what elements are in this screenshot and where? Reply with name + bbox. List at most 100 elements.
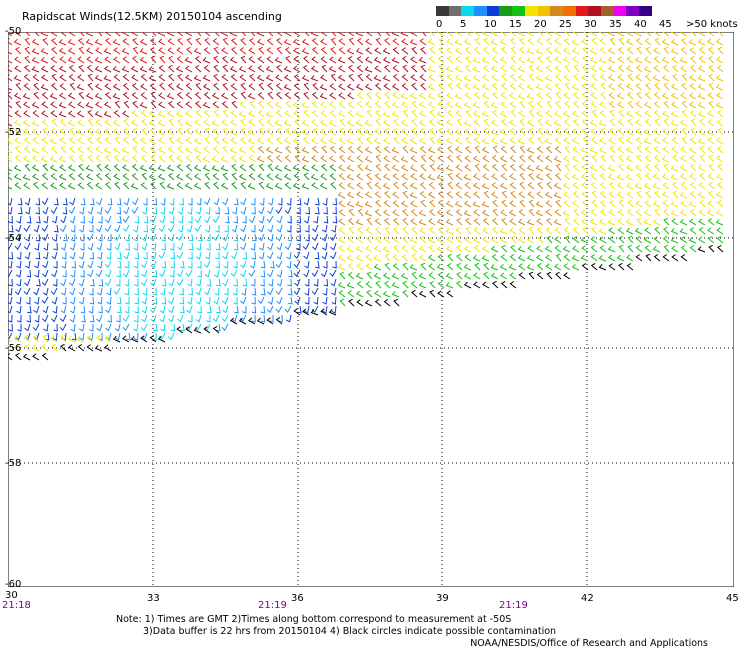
wind-barb: [292, 164, 301, 172]
wind-barb: [8, 251, 14, 260]
wind-barb: [545, 200, 553, 208]
wind-barb: [104, 91, 112, 100]
wind-barb: [167, 82, 175, 91]
wind-barb: [393, 181, 400, 190]
wind-barb: [270, 260, 275, 269]
wind-barb: [160, 197, 166, 206]
wind-barb: [331, 224, 337, 233]
wind-barb: [500, 146, 508, 154]
wind-barb: [411, 127, 418, 136]
wind-barb: [5, 65, 13, 73]
wind-barb: [715, 219, 724, 226]
wind-barb: [625, 174, 634, 181]
note-line: 3)Data buffer is 22 hrs from 20150104 4)…: [143, 626, 557, 637]
wind-barb: [8, 215, 13, 224]
wind-barb: [680, 182, 688, 190]
wind-barb: [321, 64, 328, 73]
wind-barb: [247, 92, 256, 100]
wind-barb: [355, 272, 364, 280]
wind-barb: [33, 224, 40, 233]
wind-barb: [60, 278, 67, 287]
wind-barb: [256, 155, 265, 163]
wind-barb: [230, 155, 238, 163]
wind-barb: [437, 155, 445, 163]
wind-barb: [50, 65, 58, 73]
wind-barb: [492, 91, 499, 100]
wind-barb: [690, 127, 697, 136]
wind-barb: [608, 236, 616, 244]
wind-barb: [80, 215, 86, 224]
wind-barb: [492, 280, 499, 289]
wind-barb: [465, 55, 472, 64]
wind-barb: [330, 251, 337, 260]
wind-barb: [473, 29, 481, 37]
wind-barb: [356, 173, 364, 181]
wind-barb: [260, 305, 266, 314]
wind-barb: [618, 199, 625, 208]
wind-barb: [69, 197, 76, 206]
wind-barb: [212, 215, 220, 223]
wind-barb: [86, 47, 94, 55]
wind-barb: [275, 260, 283, 269]
wind-barb: [122, 335, 130, 343]
wind-barb: [708, 64, 715, 73]
wind-barb: [249, 100, 256, 109]
wind-barb: [238, 65, 247, 73]
wind-barb: [202, 164, 211, 172]
wind-barb: [375, 118, 382, 127]
wind-barb: [653, 254, 661, 262]
wind-barb: [690, 118, 697, 127]
wind-barb: [589, 47, 598, 55]
wind-barb: [204, 181, 211, 190]
wind-barb: [517, 254, 526, 262]
wind-barb: [420, 46, 427, 55]
wind-barb: [323, 215, 329, 224]
wind-barb: [68, 29, 76, 37]
wind-barb: [553, 219, 562, 226]
wind-barb: [27, 305, 32, 314]
wind-barb: [483, 118, 490, 127]
wind-barb: [499, 236, 508, 244]
wind-barb: [87, 206, 94, 215]
wind-barb: [518, 164, 526, 172]
wind-barb: [473, 227, 481, 235]
wind-barb: [25, 260, 31, 269]
wind-barb: [319, 84, 328, 91]
wind-barb: [169, 242, 175, 251]
wind-barb: [473, 119, 481, 127]
wind-barb: [213, 64, 220, 73]
wind-barb: [670, 174, 679, 181]
wind-barb: [716, 173, 724, 181]
wind-barb: [383, 217, 391, 226]
wind-barb: [301, 164, 310, 172]
wind-barb: [391, 30, 400, 37]
wind-barb: [400, 156, 409, 163]
wind-barb: [374, 235, 382, 244]
wind-barb: [229, 317, 238, 325]
wind-barb: [222, 127, 229, 136]
wind-barb: [112, 83, 121, 91]
wind-barb: [402, 64, 409, 73]
wind-barb: [445, 164, 454, 172]
wind-barb: [266, 119, 274, 127]
wind-barb: [177, 118, 184, 127]
wind-barb: [140, 110, 148, 118]
wind-barb: [256, 137, 265, 145]
wind-barb: [315, 206, 320, 215]
wind-barb: [618, 154, 625, 163]
wind-barb: [70, 224, 76, 233]
wind-barb: [716, 181, 724, 190]
wind-barb: [491, 173, 499, 181]
wind-barb: [652, 218, 661, 226]
legend-swatch: [550, 6, 563, 16]
wind-barb: [608, 263, 616, 271]
wind-barb: [78, 251, 85, 260]
wind-barb: [157, 119, 166, 127]
wind-barb: [35, 233, 41, 242]
wind-barb: [322, 296, 328, 305]
wind-barb: [429, 127, 436, 136]
wind-barb: [53, 323, 58, 332]
wind-barb: [293, 269, 301, 277]
wind-barb: [681, 127, 688, 136]
wind-barb: [571, 263, 580, 271]
